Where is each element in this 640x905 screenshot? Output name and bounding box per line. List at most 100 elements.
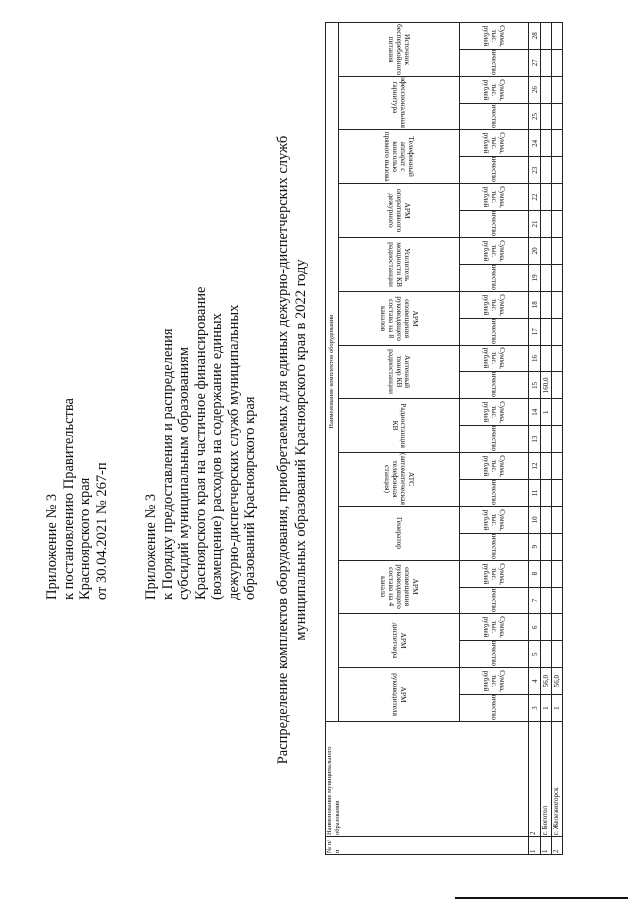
quantity-cell (540, 156, 552, 184)
sub-header-quantity-text: Количество (490, 210, 498, 236)
column-number-text: 21 (530, 220, 539, 228)
equipment-header: Профессиональная гарнитура (338, 76, 460, 130)
column-number-text: 15 (530, 381, 539, 389)
equipment-header-text: Телефонный аппарат с консолью прямого вы… (383, 131, 416, 182)
sum-cell (551, 76, 563, 104)
column-number-text: 24 (530, 139, 539, 147)
sub-header-sum-text: Сумма, тыс. рублей (482, 132, 506, 155)
sum-cell (540, 76, 552, 104)
sum-cell (551, 560, 563, 588)
equipment-header-text: АРМ оперативного дежурного (387, 188, 412, 233)
column-number: 15 (528, 371, 541, 399)
equipment-header: Источник бесперебойного питания (338, 22, 460, 77)
quantity-cell-text: 1 (542, 706, 550, 710)
header-line: Красноярского края (77, 477, 93, 600)
sum-cell (551, 613, 563, 641)
sum-cell (551, 506, 563, 534)
sub-header-sum-text: Сумма, тыс. рублей (482, 509, 506, 531)
header-line: от 30.04.2021 № 267-п (93, 462, 110, 600)
sum-cell (540, 613, 552, 641)
sub-header-quantity-text: Количество (490, 425, 498, 452)
column-number: 1 (528, 836, 541, 855)
column-number: 10 (528, 506, 541, 534)
sum-cell (540, 22, 552, 50)
equipment-header: Антенный тюнер КВ радиостанции (338, 345, 460, 399)
sum-cell (551, 237, 563, 265)
sub-header-quantity-text: Количество (490, 694, 498, 720)
column-number-text: 14 (530, 408, 539, 416)
column-number: 8 (528, 560, 541, 588)
sub-header-sum: Сумма, тыс. рублей (459, 291, 529, 319)
column-number: 18 (528, 291, 541, 319)
sub-header-sum: Сумма, тыс. рублей (459, 667, 529, 695)
municipality-name-text: г. Боготол (541, 805, 549, 835)
quantity-cell (551, 49, 563, 77)
column-number: 11 (528, 479, 541, 507)
equipment-header-text: Радиостанция КВ (391, 403, 408, 449)
sum-cell (551, 22, 563, 50)
sub-header-sum: Сумма, тыс. рублей (459, 345, 529, 372)
sub-header-sum-text: Сумма, тыс. рублей (482, 186, 506, 208)
sum-cell: 56,0 (540, 667, 552, 695)
sub-header-sum-text: Сумма, тыс. рублей (482, 24, 506, 47)
equipment-header-text: Антенный тюнер КВ радиостанции (387, 349, 412, 395)
column-number-text: 7 (530, 598, 539, 603)
header-row-group: № п/п Наименование муниципального образов… (325, 22, 529, 855)
quantity-cell: 160,0 (540, 371, 552, 399)
sub-header-quantity-text: Количество (490, 49, 498, 75)
sub-header-sum-text: Сумма, тыс. рублей (482, 347, 506, 370)
column-number-text: 18 (530, 301, 539, 309)
title-line: муниципальных образований Красноярского … (293, 259, 309, 641)
sub-header-sum-text: Сумма, тыс. рублей (482, 562, 506, 585)
appendix-header-procedure: Приложение № 3 к Порядку предоставления … (143, 287, 259, 600)
col-no-header: № п/п (325, 836, 529, 855)
sub-header-sum: Сумма, тыс. рублей (459, 452, 529, 480)
sum-cell (551, 452, 563, 480)
sub-header-quantity-text: Количество (490, 587, 498, 613)
column-number: 6 (528, 613, 541, 641)
column-number-text: 28 (530, 32, 539, 40)
column-number-text: 4 (530, 679, 539, 683)
sum-cell (540, 291, 552, 319)
equipment-header: Усилитель мощности КВ радиостанции (338, 237, 460, 292)
quantity-cell (551, 587, 563, 614)
sub-header-quantity: Количество (459, 587, 529, 614)
column-number: 21 (528, 210, 541, 238)
equipment-header-text: АРМ оповещения руководящего состава на 8… (379, 295, 420, 341)
column-number: 14 (528, 398, 541, 426)
sub-header-sum: Сумма, тыс. рублей (459, 76, 529, 104)
equipment-header: АРМ оповещения руководящего состава на 8… (338, 291, 460, 346)
column-number-text: 25 (530, 112, 539, 120)
column-number: 28 (528, 22, 541, 50)
column-number-text: 22 (530, 193, 539, 201)
sub-header-sum: Сумма, тыс. рублей (459, 506, 529, 534)
sum-cell (540, 237, 552, 265)
sub-header-quantity: Количество (459, 103, 529, 130)
sum-cell: 56,0 (551, 667, 563, 695)
quantity-cell (551, 371, 563, 399)
column-number-text: 27 (530, 59, 539, 67)
sum-cell (540, 183, 552, 211)
sub-header-sum: Сумма, тыс. рублей (459, 560, 529, 588)
quantity-cell (551, 479, 563, 507)
sum-cell-text: 1 (542, 410, 550, 415)
sum-cell (551, 291, 563, 319)
column-number-text: 12 (530, 462, 539, 470)
equipment-header-text: АРМ оповещения руководящего состава на 4… (379, 564, 420, 610)
column-number: 2 (528, 721, 541, 837)
sub-header-quantity: Количество (459, 533, 529, 561)
equipment-header-text: Источник бесперебойного питания (387, 23, 412, 75)
equipment-header: Радиостанция КВ (338, 398, 460, 453)
column-number-text: 16 (530, 354, 539, 362)
quantity-cell (540, 264, 552, 292)
sub-header-sum: Сумма, тыс. рублей (459, 183, 529, 211)
quantity-cell (540, 533, 552, 561)
sub-header-quantity: Количество (459, 694, 529, 722)
equipment-header-text: АТС (автоматическая телефонная станция) (383, 452, 416, 505)
sub-header-quantity-text: Количество (490, 479, 498, 505)
header-line: Приложение № 3 (143, 493, 159, 600)
scan-artifact-line (455, 897, 628, 899)
column-number-text: 11 (530, 489, 539, 497)
sum-cell (551, 129, 563, 157)
sub-header-quantity: Количество (459, 264, 529, 292)
